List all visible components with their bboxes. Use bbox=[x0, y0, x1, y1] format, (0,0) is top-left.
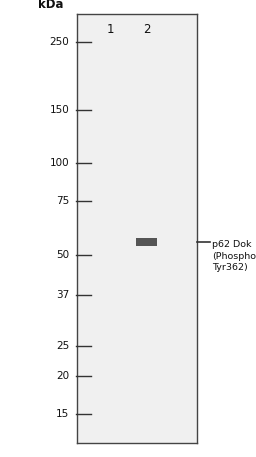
Text: 50: 50 bbox=[56, 250, 69, 260]
Text: kDa: kDa bbox=[38, 0, 64, 11]
Text: 15: 15 bbox=[56, 409, 69, 419]
Text: 25: 25 bbox=[56, 341, 69, 351]
Text: 1: 1 bbox=[107, 23, 114, 36]
Text: 250: 250 bbox=[49, 37, 69, 47]
Text: p62 Dok
(Phospho-
Tyr362): p62 Dok (Phospho- Tyr362) bbox=[212, 240, 256, 272]
Text: 75: 75 bbox=[56, 196, 69, 206]
Text: 100: 100 bbox=[49, 158, 69, 168]
Bar bbox=[136, 238, 157, 246]
Text: 20: 20 bbox=[56, 371, 69, 381]
Text: 2: 2 bbox=[143, 23, 150, 36]
Text: 150: 150 bbox=[49, 105, 69, 115]
Text: 37: 37 bbox=[56, 290, 69, 299]
